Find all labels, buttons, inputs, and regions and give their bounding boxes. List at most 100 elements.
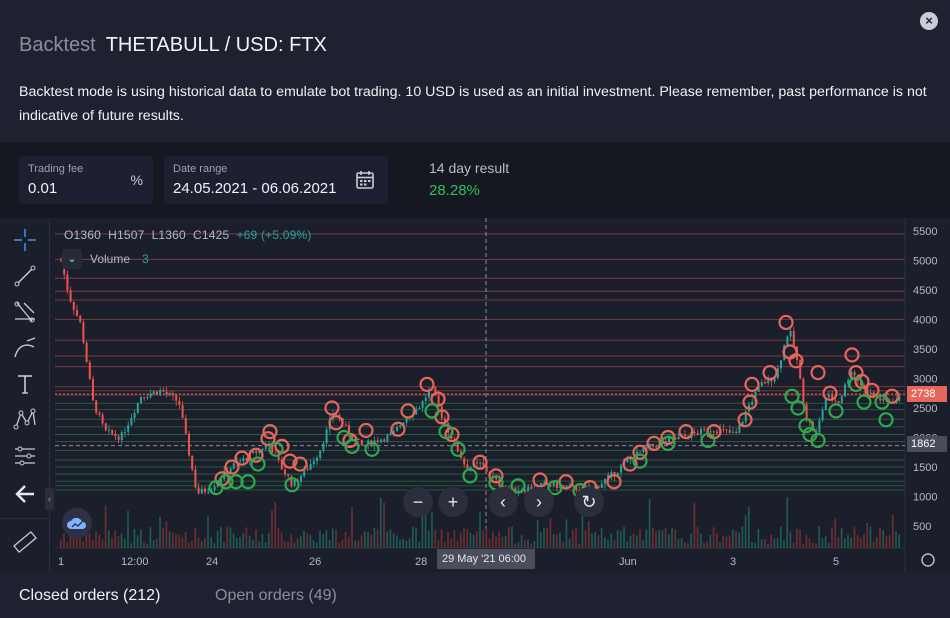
- toolbar-collapse-button[interactable]: ‹: [45, 488, 54, 510]
- scroll-back-button[interactable]: ‹: [488, 487, 518, 517]
- candle-body: [853, 372, 856, 376]
- chevron-down-icon[interactable]: ⌄: [62, 249, 82, 269]
- volume-bar: [210, 536, 212, 548]
- candle-body: [136, 402, 139, 413]
- candle-body: [300, 476, 302, 482]
- fib-icon[interactable]: [10, 298, 40, 326]
- volume-bar: [338, 542, 340, 548]
- trading-fee-value[interactable]: 0.01: [28, 180, 58, 197]
- volume-bar: [76, 536, 78, 548]
- back-arrow-icon[interactable]: [10, 480, 40, 508]
- zoom-in-button[interactable]: +: [438, 487, 468, 517]
- close-icon[interactable]: ×: [920, 12, 938, 30]
- volume-bar: [216, 530, 219, 548]
- candle-body: [357, 438, 360, 440]
- volume-bar: [533, 540, 536, 548]
- sell-order-marker: [660, 429, 676, 446]
- candle-body: [175, 395, 178, 401]
- reset-chart-button[interactable]: ↻: [574, 487, 604, 517]
- candle-body: [130, 417, 133, 426]
- volume-bar: [440, 529, 443, 548]
- volume-bar: [744, 515, 747, 548]
- candle-body: [575, 485, 578, 491]
- volume-bar: [453, 530, 456, 548]
- candle-body: [572, 484, 574, 486]
- measure-icon[interactable]: [10, 442, 40, 470]
- volume-bar: [63, 533, 65, 548]
- volume-bar: [764, 538, 766, 548]
- chart-canvas[interactable]: 5500500045004000350030002500200015001000…: [0, 218, 950, 572]
- volume-bar: [322, 534, 324, 548]
- date-range-value[interactable]: 24.05.2021 - 06.06.2021: [173, 180, 337, 197]
- calendar-icon[interactable]: [356, 170, 374, 189]
- trendline-icon[interactable]: [10, 262, 40, 290]
- volume-bar: [824, 536, 827, 548]
- volume-bar: [636, 535, 638, 548]
- candle-body: [66, 274, 69, 291]
- candle-body: [610, 472, 613, 476]
- candle-body: [287, 474, 290, 477]
- pattern-icon[interactable]: [10, 406, 40, 434]
- crosshair-date-tag: 29 May '21 06:00: [437, 549, 535, 569]
- scroll-forward-button[interactable]: ›: [524, 487, 554, 517]
- volume-bar: [341, 539, 344, 548]
- candle-body: [466, 464, 469, 470]
- volume-bar: [677, 539, 680, 548]
- price-tick-label: 1500: [913, 462, 937, 474]
- volume-bar: [264, 542, 267, 548]
- text-icon[interactable]: [10, 370, 40, 398]
- volume-bar: [632, 533, 635, 548]
- volume-bar: [460, 532, 462, 548]
- volume-bar: [287, 541, 289, 548]
- volume-bar: [95, 531, 97, 548]
- candle-body: [495, 476, 498, 480]
- volume-bar: [888, 535, 891, 548]
- volume-bar: [476, 531, 478, 548]
- volume-bar: [229, 527, 232, 548]
- volume-bar: [104, 505, 107, 548]
- sell-order-marker: [292, 456, 308, 472]
- volume-bar: [184, 531, 187, 548]
- candle-body: [303, 469, 306, 477]
- volume-bar: [380, 497, 382, 548]
- candle-body: [146, 397, 149, 399]
- cloud-logo-icon[interactable]: [62, 508, 92, 538]
- candle-body: [834, 400, 837, 402]
- sell-order-marker: [282, 453, 298, 469]
- crosshair-icon[interactable]: [10, 226, 40, 254]
- candle-body: [242, 457, 245, 462]
- volume-bar: [783, 540, 785, 548]
- candle-body: [245, 457, 248, 461]
- settings-gear-icon[interactable]: [921, 553, 935, 567]
- trading-fee-field[interactable]: Trading fee 0.01 %: [19, 156, 153, 204]
- candle-body: [162, 389, 165, 392]
- candle-body: [732, 431, 734, 433]
- brush-icon[interactable]: [10, 334, 40, 362]
- sell-order-marker: [248, 447, 264, 463]
- volume-bar: [252, 539, 254, 548]
- price-chart[interactable]: 5500500045004000350030002500200015001000…: [0, 218, 950, 572]
- zoom-out-button[interactable]: −: [403, 487, 433, 517]
- candle-body: [364, 444, 366, 446]
- volume-bar: [316, 542, 318, 548]
- sell-order-marker: [632, 444, 648, 460]
- candle-body: [805, 404, 808, 421]
- volume-bar: [815, 543, 817, 548]
- price-tick-label: 3500: [913, 344, 937, 356]
- candle-body: [424, 397, 427, 402]
- candle-body: [722, 429, 725, 431]
- volume-bar: [332, 528, 334, 548]
- candle-body: [149, 393, 152, 398]
- volume-bar: [748, 507, 750, 548]
- tab-closed-orders[interactable]: Closed orders (212): [19, 587, 161, 604]
- candle-body: [616, 472, 619, 476]
- candle-body: [392, 431, 395, 434]
- drawing-toolbar: [0, 218, 50, 572]
- candle-body: [434, 387, 437, 396]
- candle-body: [600, 483, 603, 489]
- sell-order-marker: [472, 454, 488, 470]
- date-range-field[interactable]: Date range 24.05.2021 - 06.06.2021: [164, 156, 388, 204]
- tab-open-orders[interactable]: Open orders (49): [215, 587, 337, 604]
- ruler-icon[interactable]: [10, 528, 40, 556]
- volume-bar: [284, 541, 286, 548]
